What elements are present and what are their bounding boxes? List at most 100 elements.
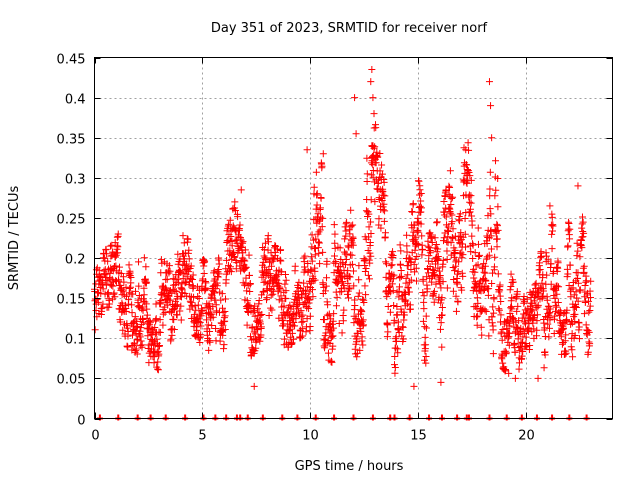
data-point [333,293,341,301]
data-point [505,369,513,377]
data-point [271,242,279,250]
data-point [133,322,141,330]
data-point [243,321,251,329]
data-point [555,283,563,291]
data-point [585,308,593,316]
data-point [241,257,249,265]
data-point [474,299,482,307]
data-point [390,316,398,324]
data-point [302,286,310,294]
data-point [269,290,277,298]
data-point [396,274,404,282]
data-point [176,268,184,276]
data-point [404,271,412,279]
baseline-point [406,414,413,421]
data-point [137,337,145,345]
data-point [91,326,99,334]
data-point [471,249,479,257]
data-point [299,317,307,325]
data-point [261,254,269,262]
data-point [366,238,374,246]
data-point [205,346,213,354]
data-point [135,258,143,266]
data-point [576,286,584,294]
data-point-spike [487,102,495,110]
data-point [574,247,582,255]
data-point [437,319,445,327]
x-tick-label: 20 [518,429,535,444]
data-point-spike [462,146,470,154]
data-point [580,229,588,237]
data-point [453,279,461,287]
data-point [379,206,387,214]
data-point [377,224,385,232]
data-point [473,321,481,329]
data-point [133,350,141,358]
data-point [530,325,538,333]
plot-frame [94,57,613,419]
data-point [111,293,119,301]
baseline-point [279,414,286,421]
data-point [348,260,356,268]
data-point [574,279,582,287]
data-point [177,293,185,301]
data-point [562,331,570,339]
data-point [448,211,456,219]
data-point [319,248,327,256]
data-point [485,285,493,293]
data-point [576,253,584,261]
data-point [522,340,530,348]
data-point [328,358,336,366]
data-point [492,186,500,194]
data-point [559,339,567,347]
data-point [393,302,401,310]
data-point [554,299,562,307]
data-point [345,272,353,280]
data-point [467,192,475,200]
data-point [417,190,425,198]
data-point [497,297,505,305]
data-point [422,312,430,320]
data-point [398,323,406,331]
data-point [419,317,427,325]
data-point [584,348,592,356]
data-point [582,278,590,286]
data-point [206,338,214,346]
data-point [95,266,103,274]
data-point [383,260,391,268]
data-point [152,315,160,323]
data-point [312,168,320,176]
data-point [125,296,133,304]
data-point [282,276,290,284]
data-point [309,293,317,301]
data-point [356,346,364,354]
data-point [105,300,113,308]
data-point [415,177,423,185]
data-point [586,287,594,295]
y-tick-label: 0.05 [57,373,86,388]
data-point [541,351,549,359]
data-point [143,311,151,319]
data-point [277,268,285,276]
baseline-point [426,414,433,421]
data-point [433,218,441,226]
data-point [465,168,473,176]
data-point [362,291,370,299]
data-point [454,298,462,306]
data-point [544,320,552,328]
baseline-point [518,414,525,421]
data-point [268,306,276,314]
data-point [522,333,530,341]
data-point [241,246,249,254]
data-point [282,270,290,278]
data-point [196,338,204,346]
data-point [487,210,495,218]
data-point [362,264,370,272]
data-point [205,337,213,345]
data-point [225,220,233,228]
data-point [429,266,437,274]
data-point [119,287,127,295]
data-point [309,275,317,283]
data-point [562,349,570,357]
data-point [124,343,132,351]
